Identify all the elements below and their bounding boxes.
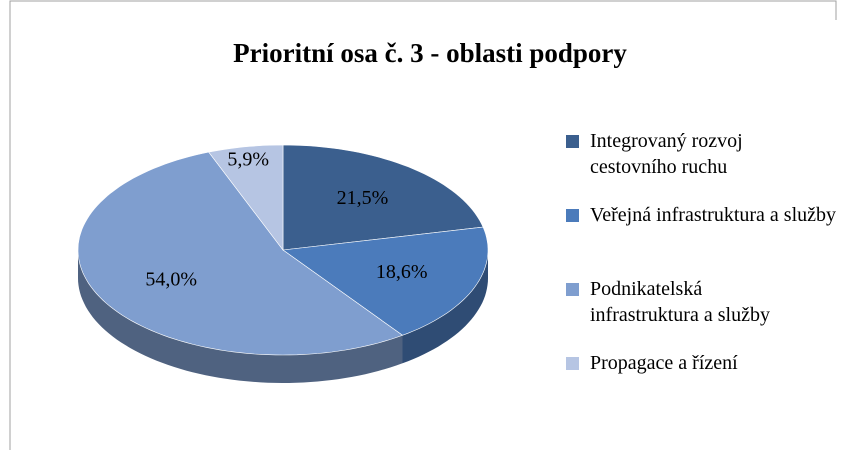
legend-entry: Integrovaný rozvoj cestovního ruchu xyxy=(566,128,836,180)
legend-entry: Podnikatelská infrastruktura a služby xyxy=(566,276,836,328)
data-label: 21,5% xyxy=(337,187,389,209)
legend-swatch xyxy=(566,357,579,370)
legend-label: Propagace a řízení xyxy=(590,352,738,374)
data-label: 54,0% xyxy=(145,269,197,291)
legend-swatch xyxy=(566,283,579,296)
slice xyxy=(77,151,404,356)
legend-label: Integrovaný rozvoj cestovního ruchu xyxy=(590,130,743,178)
slice-side xyxy=(402,250,488,364)
frame xyxy=(9,0,837,450)
legend-label: Veřejná infrastruktura a služby xyxy=(590,204,837,226)
data-label: 5,9% xyxy=(227,149,269,171)
legend-swatch xyxy=(566,135,579,148)
legend-entry: Propagace a řízení xyxy=(566,350,836,376)
slice xyxy=(282,226,489,336)
slice-side xyxy=(78,250,403,383)
legend-swatch xyxy=(566,209,579,222)
slice xyxy=(282,144,484,251)
legend-entry: Veřejná infrastruktura a služby xyxy=(566,202,836,228)
data-label: 18,6% xyxy=(376,261,428,283)
legend-label: Podnikatelská infrastruktura a služby xyxy=(590,278,770,326)
slice xyxy=(208,144,284,251)
chart-title: Prioritní osa č. 3 - oblasti podpory xyxy=(233,38,627,68)
